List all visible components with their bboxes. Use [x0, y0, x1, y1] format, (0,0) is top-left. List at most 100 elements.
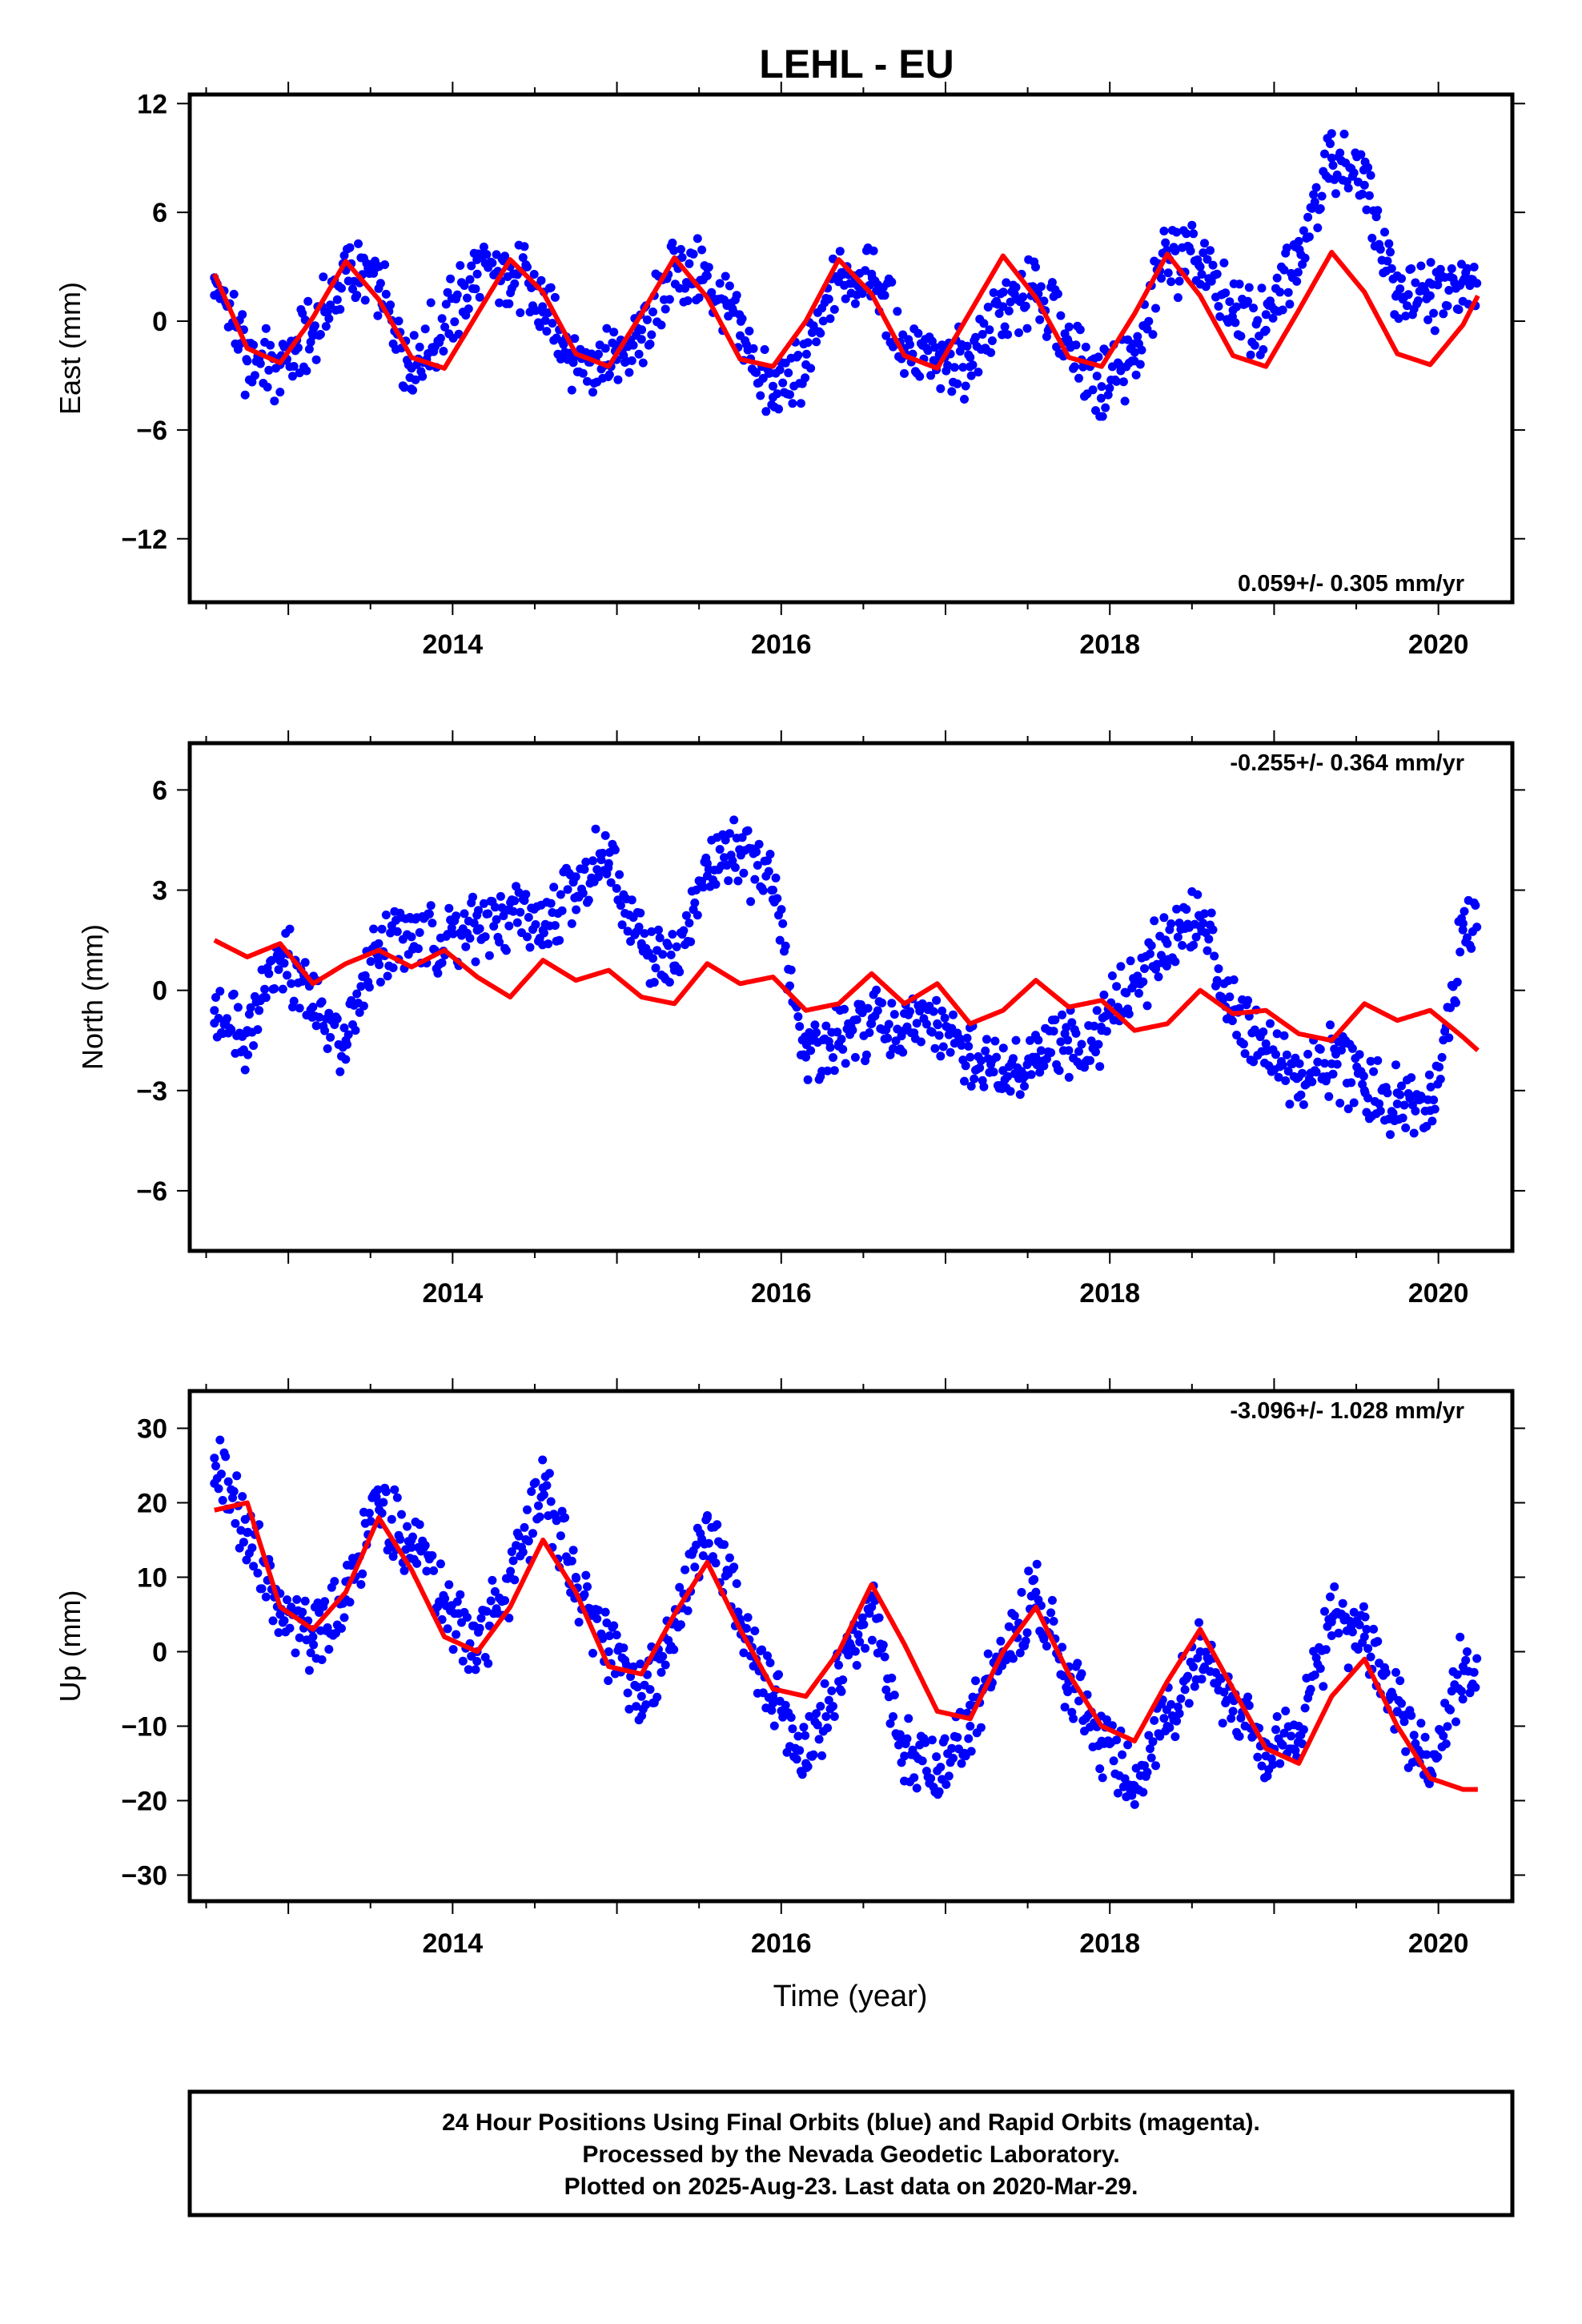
observation-point: [539, 1490, 548, 1499]
observation-point: [1039, 1634, 1049, 1644]
observation-point: [1426, 258, 1435, 267]
observation-point: [1334, 1628, 1343, 1638]
observation-point: [392, 927, 402, 936]
observation-point: [1441, 1739, 1451, 1748]
observation-point: [306, 337, 315, 347]
observation-point: [518, 253, 528, 263]
observation-point: [1174, 1709, 1184, 1719]
observation-point: [1317, 191, 1327, 201]
observation-point: [448, 1645, 458, 1655]
y-tick-label: 3: [152, 876, 167, 907]
observation-point: [1200, 909, 1209, 919]
observation-point: [889, 1691, 899, 1700]
observation-point: [1200, 239, 1209, 248]
observation-point: [1435, 1063, 1444, 1072]
observation-point: [510, 1575, 520, 1585]
observation-point: [1299, 1100, 1308, 1109]
observation-point: [1064, 322, 1074, 332]
observation-point: [1463, 263, 1472, 273]
observation-point: [1260, 327, 1269, 336]
observation-point: [739, 1648, 749, 1658]
observation-point: [936, 1051, 946, 1061]
observation-point: [415, 342, 424, 352]
observation-point: [1240, 1049, 1250, 1059]
observation-point: [501, 946, 511, 955]
observation-point: [788, 399, 797, 408]
observation-point: [559, 340, 568, 349]
observation-point: [1293, 267, 1303, 277]
observation-point: [1383, 1088, 1392, 1098]
y-axis-label: North (mm): [76, 924, 109, 1070]
observation-point: [877, 998, 887, 1007]
observation-point: [1002, 278, 1011, 287]
observation-point: [683, 296, 693, 305]
observation-point: [1126, 956, 1135, 966]
observation-point: [989, 288, 998, 297]
observation-point: [1208, 925, 1218, 935]
observation-point: [1190, 1682, 1199, 1691]
observation-point: [472, 269, 482, 279]
observation-point: [371, 1492, 381, 1502]
observation-point: [1332, 1059, 1342, 1069]
observation-point: [306, 1005, 315, 1015]
observation-point: [302, 366, 311, 376]
observation-point: [679, 926, 689, 935]
observation-point: [1268, 313, 1278, 323]
observation-point: [685, 919, 694, 928]
y-tick-label: 0: [152, 976, 167, 1007]
observation-point: [264, 365, 274, 375]
observation-point: [1212, 975, 1222, 985]
observation-point: [1067, 1018, 1077, 1027]
observation-point: [1456, 1632, 1465, 1642]
observation-point: [1391, 292, 1400, 301]
observation-point: [856, 1000, 865, 1009]
observation-point: [1105, 384, 1114, 393]
observation-point: [1469, 1667, 1479, 1677]
observation-point: [983, 1649, 993, 1659]
observation-point: [236, 1526, 246, 1535]
y-ticks: [177, 789, 1525, 1192]
observation-point: [715, 845, 725, 854]
observation-point: [535, 1512, 544, 1522]
observation-point: [270, 984, 279, 993]
observation-point: [392, 1493, 402, 1502]
observation-point: [732, 291, 741, 300]
observation-point: [1403, 290, 1413, 300]
observation-point: [709, 1552, 717, 1562]
observation-point: [1225, 297, 1235, 307]
observation-point: [1369, 1067, 1379, 1076]
observation-point: [1275, 1759, 1285, 1768]
observation-point: [1225, 992, 1235, 1002]
observation-point: [857, 1613, 867, 1622]
footer-line-3: Plotted on 2025-Aug-23. Last data on 202…: [564, 2173, 1138, 2200]
observation-point: [1155, 1731, 1165, 1741]
observation-point: [686, 937, 696, 947]
observation-point: [540, 316, 550, 325]
observation-point: [1020, 1081, 1029, 1091]
observation-point: [958, 363, 968, 372]
observation-point: [1036, 1046, 1046, 1055]
observation-point: [1146, 941, 1156, 951]
observation-point: [401, 1545, 411, 1554]
observation-point: [1174, 276, 1184, 286]
observation-point: [1212, 269, 1222, 279]
observation-point: [592, 1614, 602, 1623]
observation-point: [1472, 923, 1482, 932]
observation-point: [880, 291, 889, 300]
observation-point: [422, 1566, 432, 1576]
observation-point: [552, 1516, 561, 1526]
footer-frame: [187, 2089, 1515, 2217]
observation-point: [302, 1635, 311, 1645]
observation-point: [1261, 1039, 1271, 1048]
observation-point: [463, 1613, 472, 1622]
x-tick-label: 2018: [1079, 1928, 1140, 1959]
observation-point: [964, 1734, 974, 1743]
observation-point: [458, 1656, 468, 1666]
observation-point: [636, 1659, 645, 1669]
observation-point: [1271, 1725, 1280, 1735]
observation-point: [893, 1024, 902, 1034]
observation-point: [880, 1652, 889, 1662]
observation-point: [785, 981, 794, 991]
observation-point: [1422, 1750, 1431, 1759]
y-axis-label: Up (mm): [54, 1590, 86, 1703]
